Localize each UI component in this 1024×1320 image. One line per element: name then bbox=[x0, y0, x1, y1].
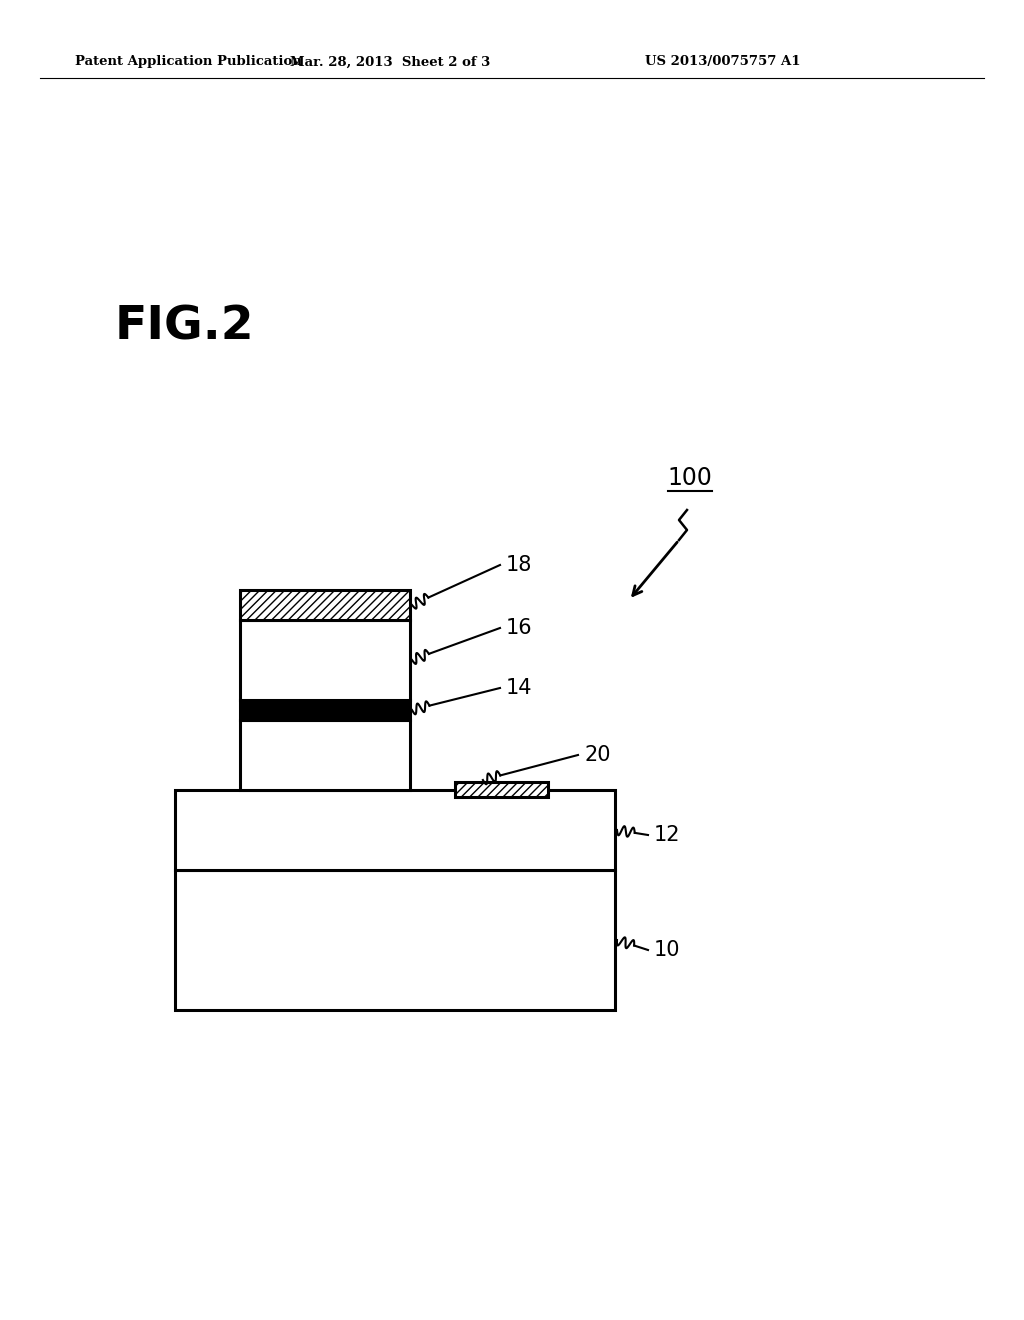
Text: Mar. 28, 2013  Sheet 2 of 3: Mar. 28, 2013 Sheet 2 of 3 bbox=[290, 55, 490, 69]
Text: US 2013/0075757 A1: US 2013/0075757 A1 bbox=[645, 55, 801, 69]
Text: 16: 16 bbox=[506, 618, 532, 638]
Text: 18: 18 bbox=[506, 554, 532, 576]
Bar bbox=[240, 590, 410, 620]
Text: 12: 12 bbox=[654, 825, 681, 845]
Bar bbox=[455, 781, 548, 797]
Text: 100: 100 bbox=[668, 466, 713, 490]
Text: 14: 14 bbox=[506, 678, 532, 698]
Text: 20: 20 bbox=[584, 744, 610, 766]
Bar bbox=[175, 789, 615, 870]
Text: FIG.2: FIG.2 bbox=[115, 305, 255, 350]
Text: 10: 10 bbox=[654, 940, 681, 960]
Text: Patent Application Publication: Patent Application Publication bbox=[75, 55, 302, 69]
Bar bbox=[240, 700, 410, 719]
Bar bbox=[240, 620, 410, 700]
Bar bbox=[240, 719, 410, 789]
Bar bbox=[175, 870, 615, 1010]
